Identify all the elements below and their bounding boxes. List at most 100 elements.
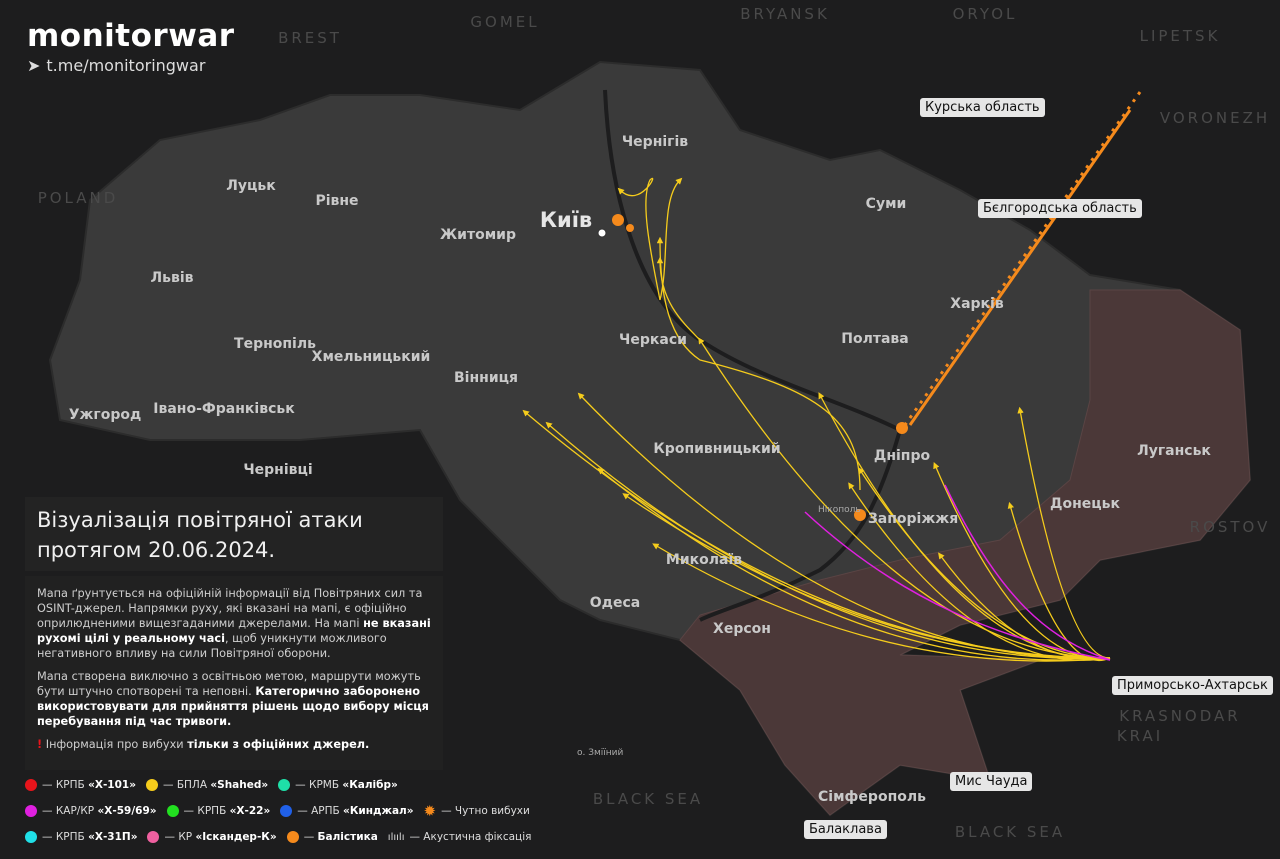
info-paragraph: Мапа ґрунтується на офіційній інформації… bbox=[37, 586, 431, 661]
city-label: Суми bbox=[865, 196, 907, 212]
city-label: Луганськ bbox=[1137, 443, 1211, 459]
legend-row: — КРПБ «Х-31П» — КР «Іскандер-К» — Балісти… bbox=[25, 824, 541, 850]
title-line: протягом 20.06.2024. bbox=[37, 538, 276, 562]
region-label: KRASNODAR bbox=[1119, 707, 1241, 725]
city-label: Житомир bbox=[440, 227, 516, 243]
legend-item: — КРПБ «Х-22» bbox=[166, 805, 271, 817]
text-bold: Категорично заборонено використовувати д… bbox=[37, 685, 429, 728]
legend-weapon-name: «Іскандер-К» bbox=[195, 831, 277, 843]
city-label: Чернівці bbox=[243, 462, 313, 478]
legend-weapon-name: «Х-59/69» bbox=[97, 805, 157, 817]
city-label: Нікополь bbox=[818, 505, 861, 515]
brand: monitorwar ➤ t.me/monitoringwar bbox=[27, 18, 235, 75]
region-label: BRYANSK bbox=[740, 5, 830, 23]
shahed-route bbox=[652, 543, 1111, 662]
shahed-route bbox=[656, 236, 861, 491]
region-label: GOMEL bbox=[470, 13, 540, 31]
color-dot-icon bbox=[278, 779, 291, 791]
telegram-link[interactable]: ➤ t.me/monitoringwar bbox=[27, 56, 235, 75]
legend-label: — Акустична фіксація bbox=[409, 831, 532, 843]
color-dot-icon bbox=[146, 779, 158, 791]
shahed-route bbox=[597, 467, 1111, 661]
shahed-route bbox=[848, 482, 1111, 661]
legend-weapon-name: «Х-101» bbox=[88, 779, 136, 791]
dnipro-river bbox=[603, 89, 903, 622]
location-pin-label: Мис Чауда bbox=[950, 772, 1033, 791]
color-dot-icon bbox=[280, 805, 293, 817]
shahed-route bbox=[818, 392, 1111, 660]
info-paragraph: ! Інформація про вибухи тільки з офіційн… bbox=[37, 737, 431, 752]
legend-weapon-name: «Кинджал» bbox=[343, 805, 414, 817]
color-dot-icon bbox=[286, 831, 299, 843]
region-label: BREST bbox=[278, 29, 342, 47]
location-pin-label: Приморсько-Ахтарськ bbox=[1112, 676, 1273, 695]
legend-label: — БПЛА «Shahed» bbox=[163, 779, 269, 791]
legend-item: ılıılı — Акустична фіксація bbox=[388, 831, 532, 843]
exclamation-icon: ! bbox=[37, 738, 43, 751]
occupied-territory bbox=[679, 289, 1251, 816]
explosion-markers bbox=[612, 214, 908, 521]
city-label: Чернігів bbox=[621, 134, 689, 150]
sound-wave-icon: ılıılı bbox=[387, 831, 405, 843]
legend-label: — КР «Іскандер-К» bbox=[164, 831, 277, 843]
city-label: Тернопіль bbox=[234, 336, 316, 352]
legend-item: — КАР/КР «Х-59/69» bbox=[25, 805, 157, 817]
city-label: Черкаси bbox=[619, 332, 687, 348]
legend-label: — КРПБ «Х-22» bbox=[183, 805, 271, 817]
text: , щоб уникнути можливого негативного впл… bbox=[37, 632, 387, 660]
legend-item: — Балістика bbox=[286, 831, 378, 843]
legend-row: — КАР/КР «Х-59/69» — КРПБ «Х-22» — АРПБ «К… bbox=[25, 798, 541, 824]
city-label: Кропивницький bbox=[653, 441, 781, 457]
legend-weapon-name: «Х-31П» bbox=[88, 831, 138, 843]
legend-item: — БПЛА «Shahed» bbox=[146, 779, 268, 791]
legend-weapon-name: «Х-22» bbox=[229, 805, 271, 817]
shahed-trajectories bbox=[522, 177, 1111, 662]
city-label: Луцьк bbox=[226, 178, 276, 194]
legend-weapon-name: Балістика bbox=[317, 831, 378, 843]
city-label: Київ bbox=[539, 208, 593, 232]
legend: — КРПБ «Х-101» — БПЛА «Shahed» — КРМБ «Кал… bbox=[25, 772, 541, 850]
region-label: LIPETSK bbox=[1139, 27, 1221, 45]
region-label: ROSTOV bbox=[1189, 518, 1271, 536]
legend-label: — КРПБ «Х-101» bbox=[42, 779, 136, 791]
legend-item: — КРПБ «Х-31П» bbox=[25, 831, 137, 843]
city-label: Донецьк bbox=[1050, 496, 1120, 512]
legend-weapon-name: «Shahed» bbox=[210, 779, 269, 791]
ballistic-trajectory bbox=[903, 91, 1142, 426]
text-bold: не вказані рухомі цілі у реальному часі bbox=[37, 617, 431, 645]
telegram-icon: ➤ bbox=[27, 56, 41, 75]
city-label: Хмельницький bbox=[311, 349, 431, 365]
city-label: Вінниця bbox=[454, 370, 518, 386]
legend-item: — КРПБ «Х-101» bbox=[25, 779, 136, 791]
region-label: VORONEZH bbox=[1159, 109, 1271, 127]
legend-weapon-name: «Калібр» bbox=[342, 779, 398, 791]
legend-label: — КРПБ «Х-31П» bbox=[42, 831, 138, 843]
color-dot-icon bbox=[147, 831, 160, 843]
telegram-handle: t.me/monitoringwar bbox=[46, 56, 206, 75]
region-label: KRAI bbox=[1116, 727, 1164, 745]
info-panel: Мапа ґрунтується на офіційній інформації… bbox=[25, 576, 443, 770]
color-dot-icon bbox=[25, 805, 37, 817]
city-label: Харків bbox=[950, 296, 1004, 312]
brand-name: monitorwar bbox=[27, 18, 235, 54]
city-label: Полтава bbox=[841, 331, 909, 347]
explosion-icon: ✹ bbox=[423, 802, 437, 820]
city-label: Дніпро bbox=[873, 448, 931, 464]
color-dot-icon bbox=[25, 831, 37, 843]
text: Мапа ґрунтується на офіційній інформації… bbox=[37, 587, 423, 630]
city-label: Львів bbox=[150, 270, 194, 286]
shahed-route bbox=[545, 421, 1111, 660]
shahed-route bbox=[577, 392, 1111, 660]
city-label: Херсон bbox=[713, 621, 771, 637]
x59-trajectories bbox=[804, 484, 1111, 661]
location-pin-label: Балаклава bbox=[804, 820, 887, 839]
legend-item: — КРМБ «Калібр» bbox=[278, 779, 398, 791]
region-label: BLACK SEA bbox=[592, 790, 704, 808]
color-dot-icon bbox=[25, 779, 37, 791]
legend-item: — АРПБ «Кинджал» bbox=[280, 805, 414, 817]
kyiv-capital-marker bbox=[597, 228, 607, 238]
legend-row: — КРПБ «Х-101» — БПЛА «Shahed» — КРМБ «Кал… bbox=[25, 772, 541, 798]
legend-label: — Чутно вибухи bbox=[441, 805, 530, 817]
text: Інформація про вибухи bbox=[45, 738, 188, 751]
